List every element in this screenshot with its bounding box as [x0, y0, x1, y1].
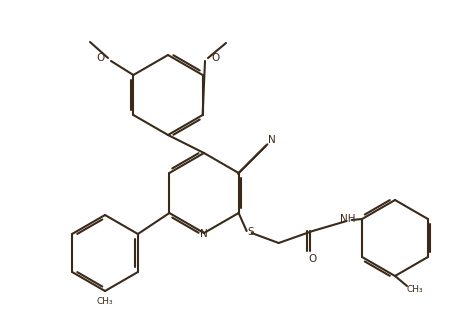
Text: N: N [267, 135, 275, 145]
Text: CH₃: CH₃ [406, 285, 422, 295]
Text: O: O [96, 53, 105, 63]
Text: NH: NH [339, 214, 354, 224]
Text: O: O [211, 53, 219, 63]
Text: S: S [247, 227, 253, 237]
Text: N: N [200, 229, 207, 239]
Text: CH₃: CH₃ [96, 296, 113, 306]
Text: O: O [308, 254, 316, 264]
